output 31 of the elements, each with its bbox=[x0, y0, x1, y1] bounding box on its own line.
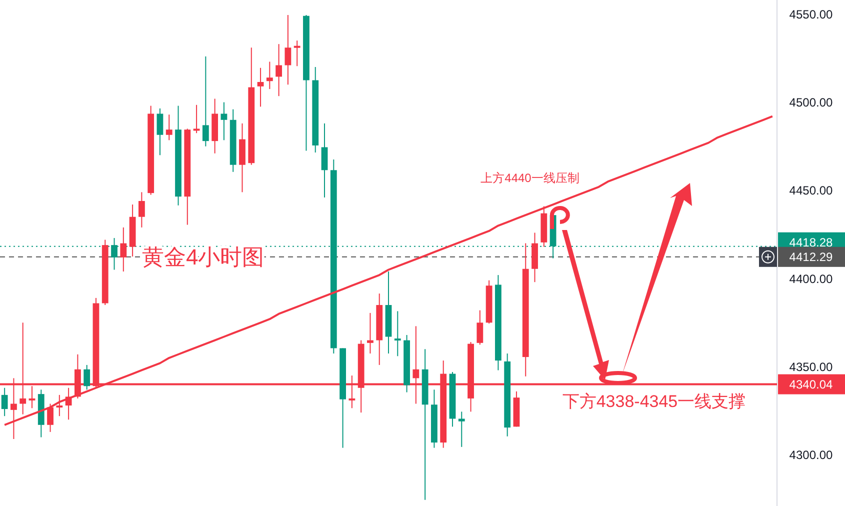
y-tick-label: 4450.00 bbox=[789, 184, 834, 198]
candlestick bbox=[193, 104, 200, 134]
candlestick bbox=[476, 310, 484, 346]
y-tick-label: 4350.00 bbox=[789, 360, 834, 374]
candlestick bbox=[276, 44, 282, 97]
candlestick bbox=[84, 364, 90, 390]
candlestick bbox=[156, 108, 164, 156]
annotation: 下方4338-4345一线支撑 bbox=[562, 392, 746, 411]
candlestick bbox=[56, 394, 63, 417]
candlestick bbox=[257, 67, 264, 108]
y-tick-label: 4550.00 bbox=[789, 7, 834, 22]
y-tick-label: 4500.00 bbox=[789, 95, 834, 110]
candlestick bbox=[202, 56, 209, 147]
candlestick bbox=[321, 122, 328, 198]
ref-line-label: 4412.29 bbox=[789, 250, 834, 264]
candlestick bbox=[138, 192, 145, 228]
ref-line-label: 4418.28 bbox=[789, 236, 834, 250]
y-tick-label: 4300.00 bbox=[789, 448, 834, 462]
annotation: 上方4440一线压制 bbox=[480, 171, 580, 186]
candlestick bbox=[220, 102, 228, 141]
y-tick-label: 4400.00 bbox=[789, 272, 834, 286]
candlestick bbox=[294, 40, 300, 67]
candlestick bbox=[367, 312, 374, 354]
candlestick bbox=[266, 61, 273, 90]
candlestick bbox=[284, 14, 292, 86]
candlestick bbox=[1, 387, 8, 417]
ref-line-label: 4340.04 bbox=[789, 377, 834, 392]
candlestick bbox=[458, 411, 465, 448]
candlestick bbox=[394, 310, 401, 357]
candlestick bbox=[166, 114, 172, 141]
candlestick bbox=[120, 226, 127, 272]
